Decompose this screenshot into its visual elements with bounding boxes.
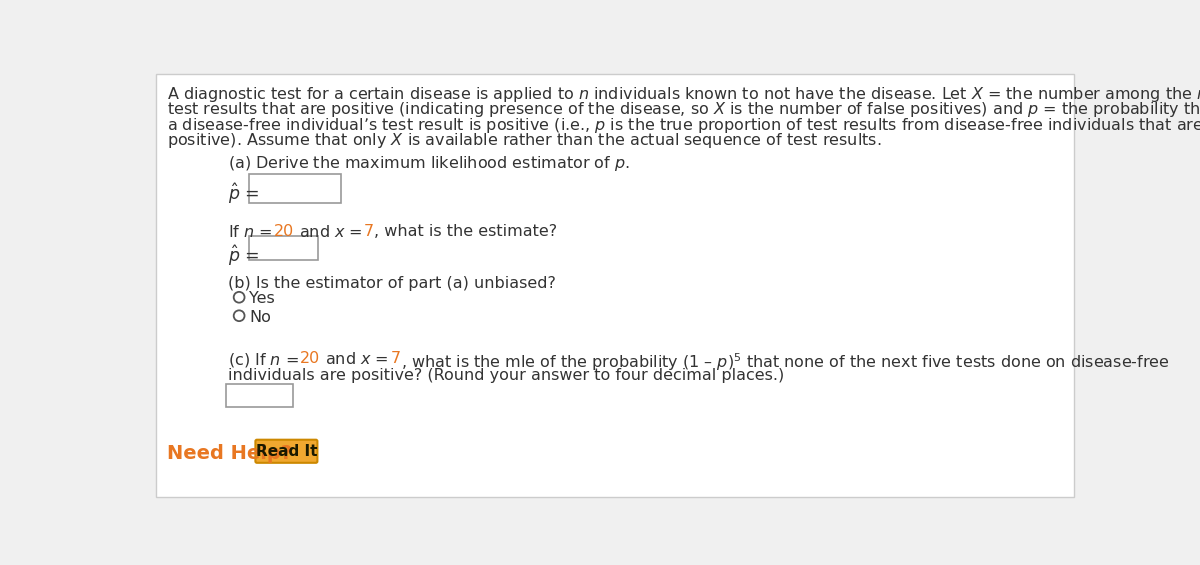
- FancyBboxPatch shape: [250, 174, 342, 203]
- Text: and $x$ =: and $x$ =: [320, 351, 390, 367]
- Text: (b) Is the estimator of part (a) unbiased?: (b) Is the estimator of part (a) unbiase…: [228, 276, 556, 291]
- Text: (a) Derive the maximum likelihood estimator of $p$.: (a) Derive the maximum likelihood estima…: [228, 154, 630, 173]
- Text: A diagnostic test for a certain disease is applied to $n$ individuals known to n: A diagnostic test for a certain disease …: [167, 85, 1200, 104]
- Text: Read It: Read It: [256, 444, 317, 459]
- Text: individuals are positive? (Round your answer to four decimal places.): individuals are positive? (Round your an…: [228, 368, 784, 383]
- Text: (c) If $n$ =: (c) If $n$ =: [228, 351, 300, 369]
- Text: , what is the estimate?: , what is the estimate?: [374, 224, 557, 239]
- FancyBboxPatch shape: [156, 74, 1074, 497]
- Text: 20: 20: [300, 351, 320, 366]
- Text: 7: 7: [364, 224, 374, 239]
- Text: 7: 7: [390, 351, 401, 366]
- Text: test results that are positive (indicating presence of the disease, so $X$ is th: test results that are positive (indicati…: [167, 100, 1200, 119]
- Text: Yes: Yes: [250, 291, 275, 306]
- Text: positive). Assume that only $X$ is available rather than the actual sequence of : positive). Assume that only $X$ is avail…: [167, 131, 882, 150]
- Text: $\hat{p}$ =: $\hat{p}$ =: [228, 244, 259, 268]
- Text: 20: 20: [274, 224, 294, 239]
- Text: No: No: [250, 310, 271, 324]
- Text: $\hat{p}$ =: $\hat{p}$ =: [228, 182, 259, 206]
- Text: and $x$ =: and $x$ =: [294, 224, 364, 240]
- FancyBboxPatch shape: [250, 236, 318, 259]
- Text: a disease-free individual’s test result is positive (i.e., $p$ is the true propo: a disease-free individual’s test result …: [167, 115, 1200, 134]
- Text: Need Help?: Need Help?: [167, 444, 292, 463]
- FancyBboxPatch shape: [256, 440, 317, 463]
- Text: , what is the mle of the probability (1 – $p$)$^5$ that none of the next five te: , what is the mle of the probability (1 …: [401, 351, 1169, 373]
- FancyBboxPatch shape: [226, 384, 293, 407]
- Text: If $n$ =: If $n$ =: [228, 224, 274, 240]
